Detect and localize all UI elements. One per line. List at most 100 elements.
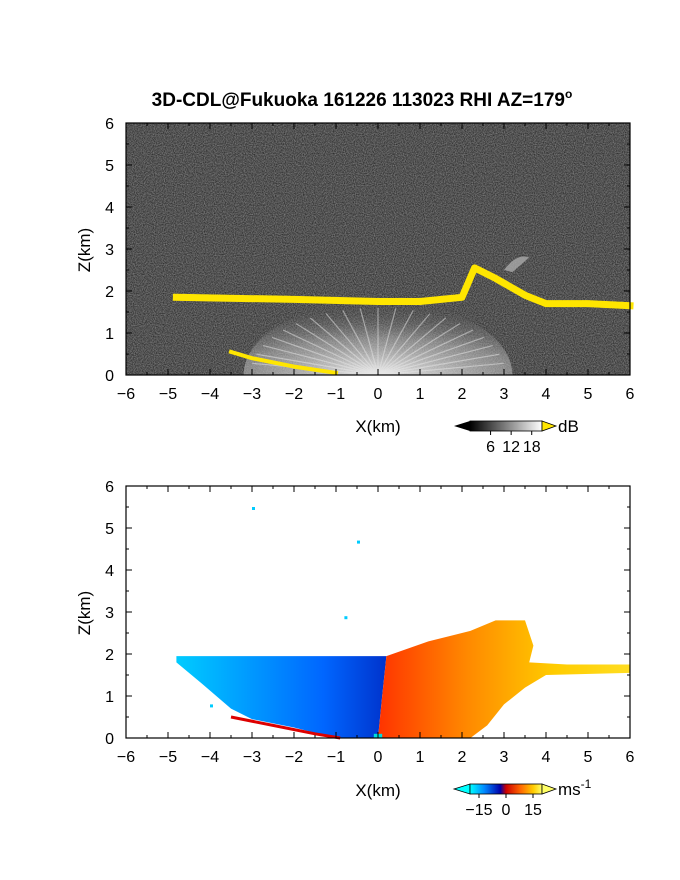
snr-x-tick-label: −2	[285, 386, 303, 403]
snr-y-ticks: 0 1 2 3 4 5 6	[105, 116, 630, 385]
velocity-x-tick-label: 0	[374, 749, 383, 766]
velocity-x-tick-label: 4	[542, 749, 551, 766]
snr-y-tick-label: 0	[105, 368, 114, 385]
snr-y-tick-label: 3	[105, 242, 114, 259]
snr-beam-ray	[377, 310, 414, 376]
snr-colorbar-unit: dB	[558, 417, 579, 436]
velocity-y-tick-label: 1	[105, 689, 114, 706]
snr-beam-ray	[377, 317, 447, 376]
snr-x-tick-label: −3	[243, 386, 261, 403]
snr-beam-ray	[282, 329, 379, 376]
velocity-y-tick-label: 5	[105, 521, 114, 538]
snr-colorbar-tick-label: 18	[523, 439, 541, 456]
snr-beam-fan	[243, 301, 513, 376]
snr-x-tick-label: 3	[500, 386, 509, 403]
snr-beam-ray	[295, 323, 379, 376]
velocity-positive-region	[378, 620, 630, 738]
velocity-colorbar-tick-label: 0	[502, 802, 511, 819]
velocity-colorbar-unit: ms-1	[558, 777, 592, 799]
snr-x-tick-label: 0	[374, 386, 383, 403]
snr-x-tick-label: 1	[416, 386, 425, 403]
velocity-colorbar-ticks: −15 0 15	[465, 794, 542, 819]
velocity-x-axis-label: X(km)	[355, 781, 400, 800]
velocity-x-tick-label: −2	[285, 749, 303, 766]
snr-y-tick-label: 5	[105, 158, 114, 175]
snr-x-axis-label: X(km)	[355, 417, 400, 436]
snr-x-tick-label: −5	[159, 386, 177, 403]
velocity-x-tick-label: 5	[584, 749, 593, 766]
snr-y-tick-label: 2	[105, 284, 114, 301]
velocity-y-axis-label: Z(km)	[75, 591, 94, 635]
velocity-x-tick-label: 3	[500, 749, 509, 766]
snr-layer-0	[172, 264, 634, 310]
velocity-stray-pixel	[357, 540, 360, 544]
snr-x-tick-label: 6	[626, 386, 635, 403]
velocity-x-tick-label: −3	[243, 749, 261, 766]
snr-beam-ray	[263, 344, 379, 376]
velocity-low-layer	[230, 715, 341, 740]
velocity-x-tick-label: −1	[327, 749, 345, 766]
velocity-negative-region	[176, 656, 387, 738]
snr-colorbar-tick-label: 6	[486, 439, 495, 456]
snr-colorbar-ticks: 6 12 18	[486, 431, 541, 456]
velocity-x-tick-label: 1	[416, 749, 425, 766]
velocity-y-tick-label: 4	[105, 563, 114, 580]
snr-x-tick-label: −4	[201, 386, 219, 403]
velocity-y-tick-label: 0	[105, 731, 114, 748]
snr-beam-ray	[309, 317, 379, 376]
snr-y-tick-label: 1	[105, 326, 114, 343]
snr-beam-ray	[377, 329, 474, 376]
velocity-colorbar: ms-1 −15 0 15	[452, 777, 592, 819]
snr-x-tick-label: 4	[542, 386, 551, 403]
velocity-colorbar-over-arrow	[541, 783, 558, 795]
velocity-stray-pixel	[210, 704, 213, 708]
velocity-colorbar-tick-label: 15	[524, 802, 542, 819]
snr-y-tick-label: 6	[105, 116, 114, 133]
velocity-x-ticks: −6 −5 −4 −3 −2 −1 0 1 2 3 4 5 6	[117, 486, 635, 766]
snr-y-axis-label: Z(km)	[75, 228, 94, 272]
velocity-field	[176, 507, 630, 740]
velocity-x-tick-label: −5	[159, 749, 177, 766]
snr-x-tick-label: 2	[458, 386, 467, 403]
snr-colorbar-over-arrow	[541, 420, 558, 432]
snr-x-tick-label: 5	[584, 386, 593, 403]
snr-beam-ray	[342, 310, 379, 376]
velocity-colorbar-tick-label: −15	[465, 802, 492, 819]
snr-beam-ray	[377, 344, 493, 376]
snr-colorbar-tick-label: 12	[502, 439, 520, 456]
velocity-x-tick-label: −4	[201, 749, 219, 766]
snr-layer-1	[228, 349, 339, 376]
snr-beam-ray	[377, 336, 485, 376]
velocity-y-tick-label: 3	[105, 605, 114, 622]
snr-beam-ray	[256, 353, 379, 376]
velocity-colorbar-gradient	[469, 783, 543, 795]
velocity-stray-pixel	[344, 616, 348, 620]
snr-beam-ray	[377, 308, 397, 376]
velocity-colorbar-under-arrow	[452, 783, 471, 795]
velocity-x-tick-label: 6	[626, 749, 635, 766]
chart-title: 3D-CDL@Fukuoka 161226 113023 RHI AZ=179o	[152, 87, 573, 111]
snr-colorbar-under-arrow	[454, 421, 470, 431]
velocity-stray-pixel	[252, 507, 255, 510]
snr-beam-ray	[271, 336, 379, 376]
snr-plume	[504, 256, 530, 273]
snr-x-ticks: −6 −5 −4 −3 −2 −1 0 1 2 3 4 5 6	[117, 123, 635, 403]
velocity-y-ticks: 0 1 2 3 4 5 6	[105, 479, 630, 748]
snr-x-tick-label: −1	[327, 386, 345, 403]
snr-beam-ray	[325, 313, 379, 376]
snr-beam-ray	[377, 313, 431, 376]
snr-colorbar: dB 6 12 18	[454, 417, 579, 456]
snr-beam-ray	[359, 308, 379, 376]
snr-layers	[172, 256, 634, 376]
velocity-y-tick-label: 2	[105, 647, 114, 664]
snr-y-tick-label: 4	[105, 200, 114, 217]
snr-colorbar-gradient	[469, 420, 543, 432]
velocity-y-tick-label: 6	[105, 479, 114, 496]
snr-x-tick-label: −6	[117, 386, 135, 403]
snr-beam-ray	[377, 323, 461, 376]
velocity-x-tick-label: 2	[458, 749, 467, 766]
snr-beam-ray	[377, 353, 500, 376]
